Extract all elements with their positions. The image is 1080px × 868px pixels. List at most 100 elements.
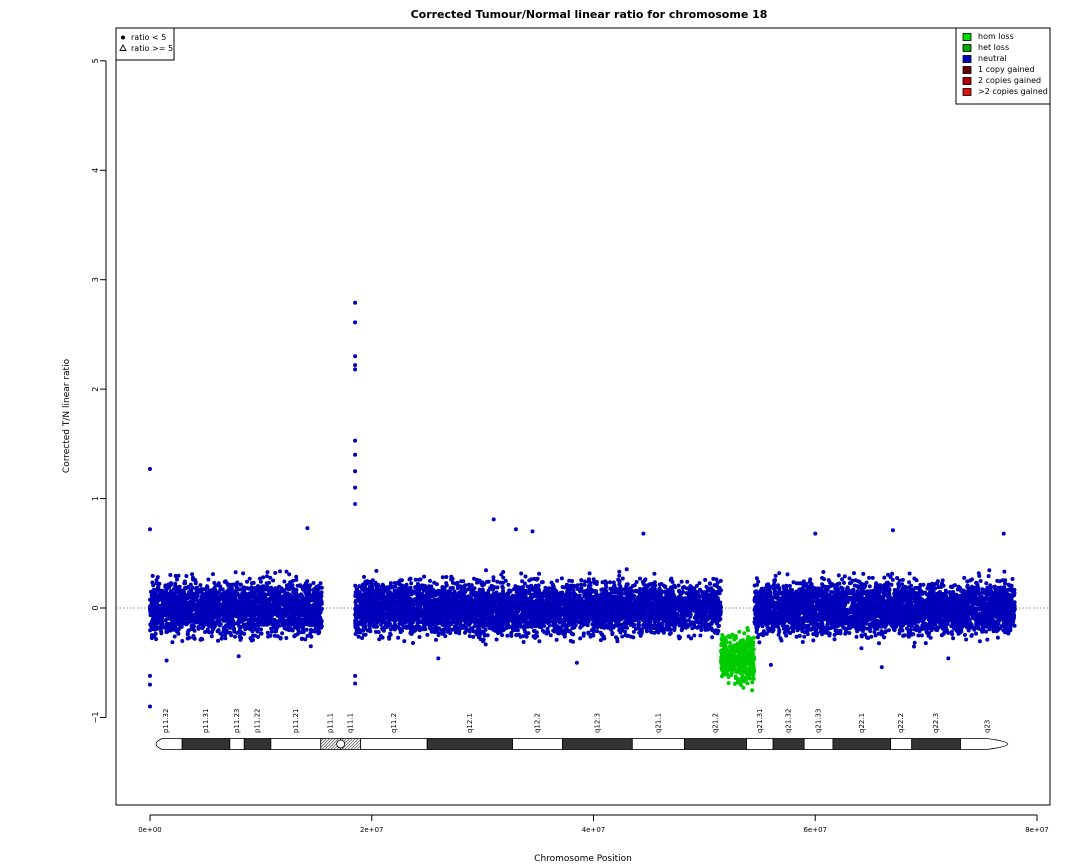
data-point (292, 623, 296, 627)
data-point (154, 637, 158, 641)
data-point (266, 570, 270, 574)
data-point (235, 621, 239, 625)
data-point (217, 590, 221, 594)
data-point (302, 601, 306, 605)
data-point (201, 608, 205, 612)
x-axis-label: Chromosome Position (534, 854, 632, 864)
data-point (274, 623, 278, 627)
data-point (310, 593, 314, 597)
data-point (268, 600, 272, 604)
data-point (220, 618, 224, 622)
data-point (247, 596, 251, 600)
data-point (315, 627, 319, 631)
data-point (303, 637, 307, 641)
data-point (262, 603, 266, 607)
data-point (189, 588, 193, 592)
data-point (184, 574, 188, 578)
data-point (312, 581, 316, 585)
data-point (167, 624, 171, 628)
data-point (152, 613, 156, 617)
data-point (280, 608, 284, 612)
data-point (199, 638, 203, 642)
data-point (183, 581, 187, 585)
data-point (217, 615, 221, 619)
data-point (198, 583, 202, 587)
data-point (156, 621, 160, 625)
data-point (617, 570, 621, 574)
data-point (288, 628, 292, 632)
x-tick-label: 6e+07 (803, 826, 827, 834)
data-point (193, 578, 197, 582)
data-point (206, 627, 210, 631)
data-point (374, 569, 378, 573)
data-point (173, 602, 177, 606)
data-point (150, 625, 154, 629)
data-point (150, 636, 154, 640)
data-point (195, 586, 199, 590)
data-point (261, 575, 265, 579)
data-point (313, 598, 317, 602)
data-point (165, 588, 169, 592)
data-point (308, 583, 312, 587)
data-point (211, 572, 215, 576)
data-point (305, 616, 309, 620)
data-point (185, 601, 189, 605)
data-point (227, 611, 231, 615)
data-point (265, 605, 269, 609)
y-tick-label: −1 (91, 712, 100, 724)
data-point (257, 593, 261, 597)
data-point (152, 621, 156, 625)
data-point (260, 632, 264, 636)
data-point (173, 635, 177, 639)
data-point (268, 619, 272, 623)
data-point (186, 607, 190, 611)
data-point (441, 575, 445, 579)
data-point (422, 575, 426, 579)
data-point (220, 637, 224, 641)
data-point (286, 591, 290, 595)
data-point (253, 608, 257, 612)
data-point (506, 583, 510, 587)
data-point (232, 601, 236, 605)
data-point (257, 620, 261, 624)
data-point (300, 637, 304, 641)
data-point (233, 635, 237, 639)
data-point (157, 582, 161, 586)
data-point (168, 629, 172, 633)
data-point (319, 594, 323, 598)
data-point (192, 598, 196, 602)
data-point (202, 621, 206, 625)
data-point (309, 635, 313, 639)
data-point (173, 619, 177, 623)
data-point (166, 593, 170, 597)
data-point (214, 610, 218, 614)
data-point (155, 625, 159, 629)
data-point (273, 598, 277, 602)
data-point (244, 593, 248, 597)
data-point (261, 596, 265, 600)
data-point (209, 591, 213, 595)
data-point (308, 631, 312, 635)
data-point (230, 605, 234, 609)
data-point (234, 610, 238, 614)
y-tick-label: 5 (91, 58, 100, 63)
data-point (280, 631, 284, 635)
data-point (168, 573, 172, 577)
y-tick-label: 1 (91, 496, 100, 501)
data-point (504, 579, 508, 583)
data-point (265, 581, 269, 585)
data-point (151, 592, 155, 596)
data-point (195, 594, 199, 598)
data-point (235, 581, 239, 585)
data-point (189, 592, 193, 596)
data-point (555, 638, 559, 642)
data-point (485, 580, 489, 584)
data-point (305, 606, 309, 610)
data-point (181, 621, 185, 625)
data-point (160, 597, 164, 601)
data-point (286, 596, 290, 600)
data-point (246, 625, 250, 629)
data-point (228, 631, 232, 635)
y-tick-label: 0 (91, 605, 100, 610)
